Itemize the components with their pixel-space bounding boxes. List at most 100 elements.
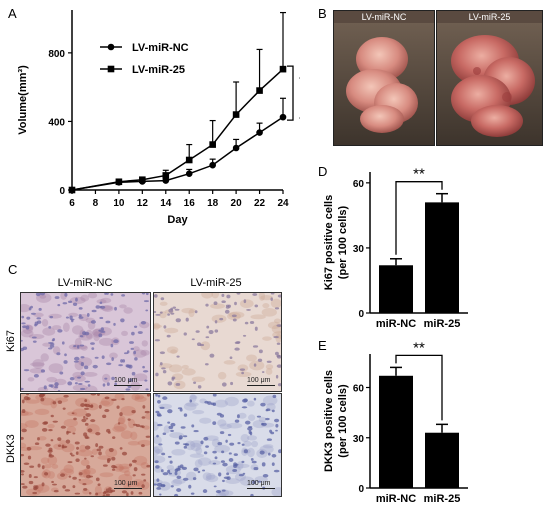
cytoplasm-patch: [183, 402, 197, 411]
cytoplasm-patch: [143, 425, 150, 430]
cytoplasm-patch: [166, 346, 179, 354]
cytoplasm-patch: [81, 468, 91, 475]
scale-bar-3: 100 μm: [114, 480, 142, 489]
cytoplasm-patch: [154, 446, 160, 456]
cell-nucleus: [212, 421, 217, 425]
legend-label: LV-miR-NC: [132, 42, 189, 54]
cell-nucleus: [21, 387, 24, 391]
cell-nucleus: [21, 315, 25, 319]
x-tick-label: 24: [277, 198, 289, 209]
cell-nucleus: [160, 297, 165, 301]
cell-nucleus: [182, 443, 188, 446]
cell-nucleus: [53, 489, 59, 493]
cell-nucleus: [119, 447, 123, 450]
cell-nucleus: [157, 423, 163, 427]
cell-nucleus: [67, 461, 73, 464]
panel-a-letter: A: [8, 6, 17, 21]
significance-bracket: [287, 65, 294, 121]
cell-nucleus: [221, 293, 225, 298]
cell-nucleus: [221, 382, 227, 387]
bar: [425, 202, 459, 313]
cell-nucleus: [47, 449, 53, 453]
cytoplasm-patch: [202, 472, 212, 481]
cell-nucleus: [75, 297, 78, 302]
cell-nucleus: [221, 300, 226, 304]
cell-nucleus: [197, 470, 201, 474]
cell-nucleus: [167, 421, 171, 424]
cell-nucleus: [36, 317, 42, 320]
cell-nucleus: [141, 293, 146, 295]
cytoplasm-patch: [189, 440, 203, 448]
cytoplasm-patch: [270, 298, 281, 308]
cell-nucleus: [64, 353, 67, 357]
cell-nucleus: [62, 407, 66, 410]
cell-nucleus: [266, 438, 272, 441]
cell-nucleus: [29, 465, 35, 468]
cell-nucleus: [167, 469, 171, 474]
x-tick-label: 16: [184, 198, 196, 209]
cell-nucleus: [84, 407, 89, 411]
cytoplasm-patch: [63, 418, 78, 428]
cell-nucleus: [159, 351, 166, 355]
cell-nucleus: [180, 426, 186, 429]
cell-nucleus: [141, 484, 145, 488]
cell-nucleus: [140, 321, 147, 325]
cell-nucleus: [98, 445, 104, 449]
tumor-image-mir25: [437, 23, 542, 145]
cell-nucleus: [48, 347, 53, 350]
histology-ki67-mir25: [153, 292, 282, 392]
cytoplasm-patch: [42, 327, 56, 336]
histology-row-label-ki67: Ki67: [5, 329, 17, 352]
cell-nucleus: [122, 359, 126, 363]
cell-nucleus: [167, 313, 170, 316]
cell-nucleus: [145, 388, 149, 391]
cell-nucleus: [60, 425, 67, 429]
cytoplasm-patch: [133, 455, 148, 466]
cell-nucleus: [38, 307, 42, 311]
histology-dkk3-mir25: [153, 393, 282, 497]
cell-nucleus: [116, 405, 120, 409]
cytoplasm-patch: [21, 442, 27, 449]
cell-nucleus: [156, 434, 159, 438]
cell-nucleus: [129, 341, 134, 344]
cytoplasm-patch: [42, 342, 52, 347]
cytoplasm-patch: [252, 419, 267, 429]
data-point: [209, 161, 216, 169]
category-label: miR-25: [424, 493, 461, 505]
cell-nucleus: [242, 334, 247, 337]
cell-nucleus: [190, 492, 195, 495]
cell-nucleus: [26, 397, 31, 401]
cell-nucleus: [83, 487, 88, 491]
cytoplasm-patch: [46, 376, 58, 383]
cytoplasm-patch: [123, 307, 133, 314]
cell-nucleus: [121, 294, 126, 297]
cell-nucleus: [159, 311, 163, 314]
cell-nucleus: [36, 320, 42, 324]
cell-nucleus: [244, 321, 249, 325]
cell-nucleus: [30, 312, 36, 315]
cell-nucleus: [192, 477, 197, 481]
cell-nucleus: [183, 413, 188, 417]
cell-nucleus: [204, 363, 209, 366]
cell-nucleus: [130, 491, 134, 495]
cell-nucleus: [236, 293, 241, 295]
legend-label: LV-miR-25: [132, 64, 185, 76]
cell-nucleus: [86, 464, 91, 469]
cell-nucleus: [270, 293, 275, 295]
cytoplasm-patch: [217, 371, 227, 380]
cytoplasm-patch: [91, 448, 98, 455]
cytoplasm-patch: [83, 467, 97, 475]
cell-nucleus: [63, 394, 69, 398]
legend-marker: [107, 65, 115, 73]
cytoplasm-patch: [166, 464, 175, 470]
data-point: [68, 186, 76, 194]
cytoplasm-patch: [133, 373, 148, 382]
cell-nucleus: [82, 331, 87, 336]
cytoplasm-patch: [52, 325, 62, 331]
cell-nucleus: [208, 329, 214, 335]
cell-nucleus: [276, 324, 281, 327]
cell-nucleus: [94, 356, 99, 359]
tumor-image-nc: [334, 23, 434, 145]
cell-nucleus: [21, 347, 25, 352]
